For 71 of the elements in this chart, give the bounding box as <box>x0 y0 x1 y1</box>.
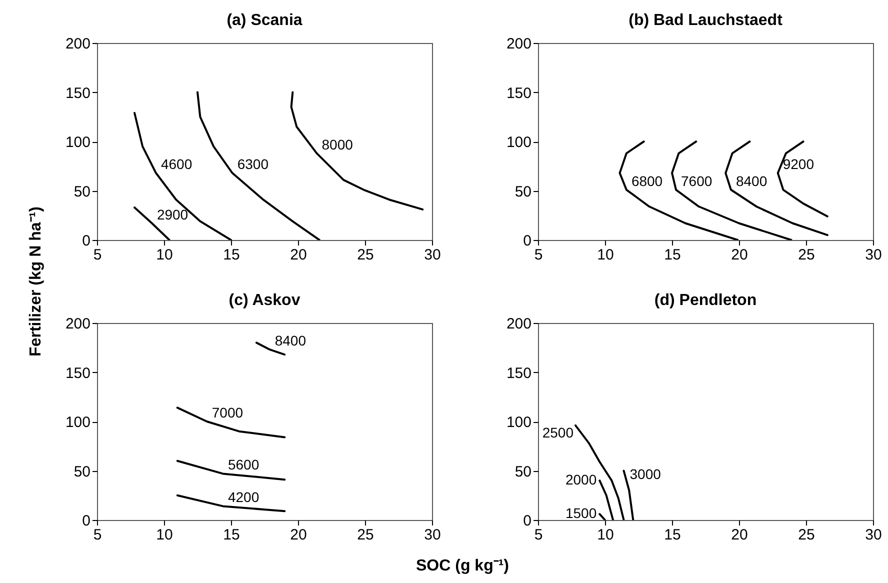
y-tick-label: 200 <box>65 36 90 52</box>
series-label: 5600 <box>228 456 260 473</box>
x-tick-label: 30 <box>424 526 441 544</box>
y-axis-title: Fertilizer (kg N ha⁻¹) <box>28 206 44 356</box>
line-series <box>290 91 424 210</box>
line-series <box>776 140 828 218</box>
y-tick-label: 0 <box>523 512 532 530</box>
series-label: 9200 <box>782 156 814 172</box>
line-series <box>196 91 320 240</box>
x-axis-title: SOC (g kg⁻¹) <box>416 558 509 574</box>
series-label: 8000 <box>322 136 354 152</box>
y-tick-label: 100 <box>65 414 90 431</box>
x-tick-label: 25 <box>357 246 374 264</box>
x-tick-label: 30 <box>865 526 882 544</box>
x-tick-label: 5 <box>93 526 102 544</box>
x-tick-label: 20 <box>731 246 748 264</box>
series-label: 4600 <box>160 156 192 172</box>
x-tick-label: 20 <box>731 526 748 544</box>
y-tick-label: 150 <box>65 84 90 102</box>
x-tick-label: 30 <box>865 246 882 264</box>
x-tick-label: 30 <box>424 246 441 264</box>
series-label: 7600 <box>681 172 712 189</box>
y-tick-label: 200 <box>506 36 532 52</box>
x-tick-label: 15 <box>664 526 681 544</box>
chart-title: (a) Scania <box>226 12 302 29</box>
x-tick-label: 10 <box>597 246 614 264</box>
x-tick-label: 25 <box>357 526 374 544</box>
series-label: 1500 <box>565 505 597 522</box>
series-label: 7000 <box>212 404 244 420</box>
y-tick-label: 100 <box>506 414 532 431</box>
x-tick-label: 10 <box>156 246 173 264</box>
series-label: 8400 <box>274 332 306 349</box>
series-label: 3000 <box>630 466 662 482</box>
series-label: 2000 <box>565 472 597 488</box>
y-tick-label: 100 <box>65 134 90 151</box>
x-tick-label: 5 <box>534 526 543 544</box>
y-tick-label: 150 <box>506 84 532 102</box>
chart-title: (c) Askov <box>228 292 300 309</box>
y-tick-label: 150 <box>65 364 90 382</box>
y-tick-label: 200 <box>506 316 532 332</box>
series-label: 2500 <box>542 424 574 440</box>
x-tick-label: 5 <box>93 246 102 264</box>
y-tick-label: 150 <box>506 364 532 382</box>
y-tick-label: 100 <box>506 134 532 151</box>
series-label: 4200 <box>228 489 260 506</box>
x-tick-label: 15 <box>223 246 240 264</box>
y-tick-label: 50 <box>74 183 90 200</box>
line-series <box>176 406 286 438</box>
y-tick-label: 200 <box>65 316 90 332</box>
x-tick-label: 15 <box>223 526 240 544</box>
y-tick-label: 0 <box>82 232 90 250</box>
chart-title: (b) Bad Lauchstaedt <box>628 12 784 29</box>
series-label: 8400 <box>736 172 768 189</box>
chart-title: (d) Pendleton <box>654 292 757 309</box>
series-label: 6800 <box>631 172 663 189</box>
x-tick-label: 25 <box>798 526 815 544</box>
x-tick-label: 20 <box>290 246 307 264</box>
y-tick-label: 50 <box>514 183 532 200</box>
x-tick-label: 5 <box>534 246 543 264</box>
line-series <box>724 140 828 236</box>
y-tick-label: 0 <box>82 512 90 530</box>
series-label: 2900 <box>156 206 188 222</box>
y-tick-label: 0 <box>523 232 532 250</box>
y-tick-label: 50 <box>514 463 532 480</box>
x-tick-label: 25 <box>798 246 815 264</box>
x-tick-label: 20 <box>290 526 307 544</box>
series-label: 6300 <box>237 156 269 172</box>
x-tick-label: 15 <box>664 246 681 264</box>
x-tick-label: 10 <box>156 526 173 544</box>
y-tick-label: 50 <box>74 463 90 480</box>
x-tick-label: 10 <box>597 526 614 544</box>
